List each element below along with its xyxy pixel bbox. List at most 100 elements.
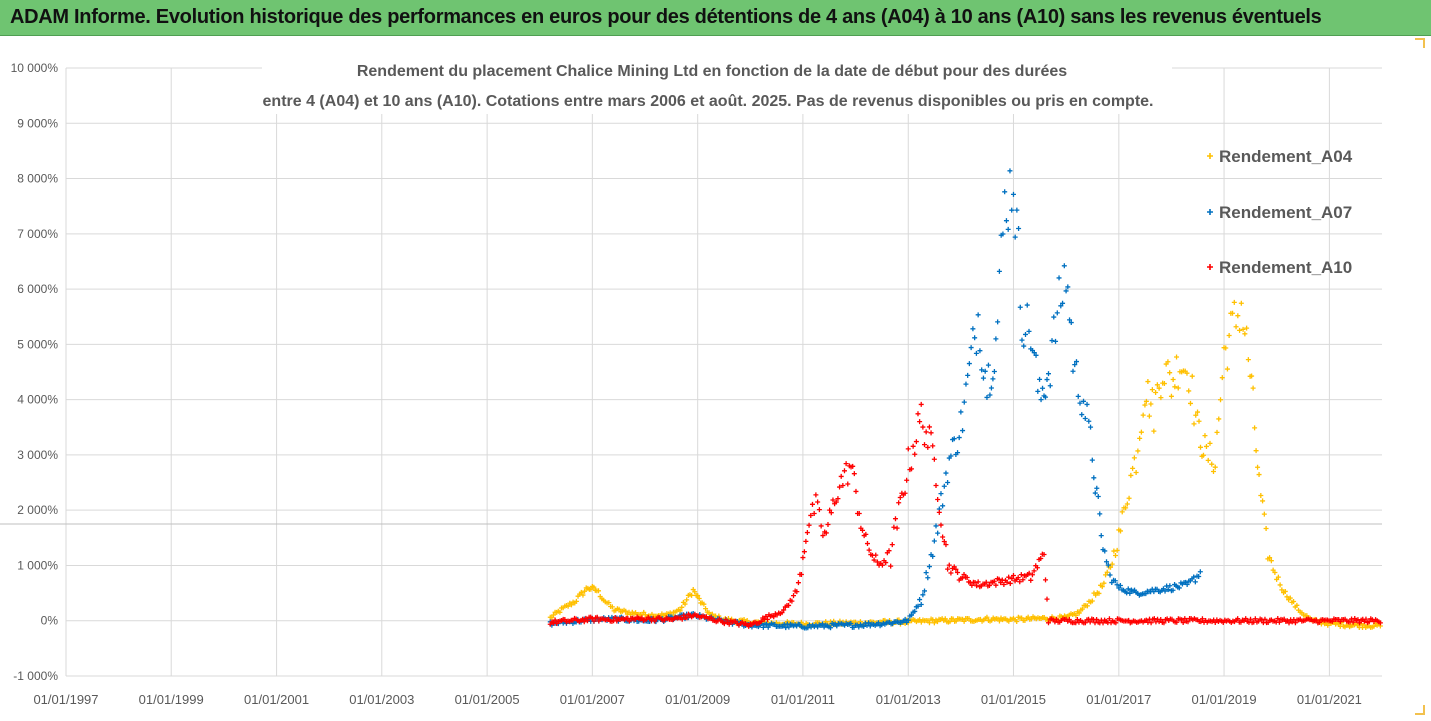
data-point bbox=[1026, 328, 1032, 334]
data-point bbox=[1076, 610, 1082, 616]
data-point bbox=[1106, 616, 1112, 622]
data-point bbox=[1216, 416, 1222, 422]
data-point bbox=[1006, 574, 1012, 580]
data-point bbox=[830, 497, 836, 503]
data-point bbox=[1212, 619, 1218, 625]
data-point bbox=[609, 604, 615, 610]
data-point bbox=[1187, 400, 1193, 406]
y-tick-label: 5 000% bbox=[17, 337, 58, 351]
data-point bbox=[1176, 585, 1182, 591]
data-point bbox=[1017, 579, 1023, 585]
data-point bbox=[623, 608, 629, 614]
data-point bbox=[1053, 338, 1059, 344]
data-point bbox=[806, 522, 812, 528]
data-point bbox=[1276, 619, 1282, 625]
data-point bbox=[926, 620, 932, 626]
data-point bbox=[1114, 547, 1120, 553]
data-point bbox=[1097, 511, 1103, 517]
data-point bbox=[915, 411, 921, 417]
y-axis-ticks: -1 000% 0% 1 000% 2 000% 3 000% 4 000% 5 000% 6… bbox=[11, 61, 59, 683]
data-point bbox=[1186, 388, 1192, 394]
data-point bbox=[1026, 570, 1032, 576]
data-point bbox=[925, 575, 931, 581]
data-point bbox=[804, 530, 810, 536]
data-point bbox=[1073, 612, 1079, 618]
data-point bbox=[1161, 620, 1167, 626]
data-point bbox=[1263, 526, 1269, 532]
data-point bbox=[786, 602, 792, 608]
data-point bbox=[883, 560, 889, 566]
data-point bbox=[917, 597, 923, 603]
data-point bbox=[1109, 561, 1115, 567]
data-point bbox=[1151, 616, 1157, 622]
chart-legend: Rendement_A04 Rendement_A07 Rendement_A10 bbox=[1207, 147, 1353, 277]
data-point bbox=[1287, 595, 1293, 601]
data-point bbox=[961, 399, 967, 405]
data-point bbox=[1086, 418, 1092, 424]
data-point bbox=[1084, 401, 1090, 407]
data-point bbox=[1116, 585, 1122, 591]
data-point bbox=[941, 538, 947, 544]
data-point bbox=[1191, 421, 1197, 427]
data-point bbox=[1195, 409, 1201, 415]
data-point bbox=[1010, 191, 1016, 197]
data-point bbox=[996, 268, 1002, 274]
data-point bbox=[1149, 387, 1155, 393]
data-point bbox=[1038, 555, 1044, 561]
data-point bbox=[1010, 573, 1016, 579]
data-point bbox=[920, 592, 926, 598]
data-point bbox=[850, 463, 856, 469]
data-point bbox=[813, 492, 819, 498]
data-point bbox=[894, 525, 900, 531]
data-point bbox=[1253, 448, 1259, 454]
data-point bbox=[679, 604, 685, 610]
data-point bbox=[1007, 580, 1013, 586]
legend-label-Rendement_A10: Rendement_A10 bbox=[1219, 258, 1352, 277]
data-point bbox=[891, 524, 897, 530]
data-point bbox=[984, 394, 990, 400]
data-point bbox=[1294, 602, 1300, 608]
corner-mark-top-right bbox=[1415, 38, 1425, 48]
data-point bbox=[874, 559, 880, 565]
data-point bbox=[1001, 581, 1007, 587]
data-point bbox=[1200, 452, 1206, 458]
data-point bbox=[975, 579, 981, 585]
data-point bbox=[588, 586, 594, 592]
chart-series bbox=[547, 168, 1383, 631]
data-point bbox=[1003, 218, 1009, 224]
y-tick-label: 2 000% bbox=[17, 503, 58, 517]
data-point bbox=[1091, 475, 1097, 481]
data-point bbox=[866, 547, 872, 553]
data-point bbox=[805, 625, 811, 631]
data-point bbox=[1292, 620, 1298, 626]
data-point bbox=[808, 512, 814, 518]
data-point bbox=[995, 319, 1001, 325]
data-point bbox=[701, 601, 707, 607]
data-point bbox=[764, 621, 770, 627]
data-point bbox=[1185, 619, 1191, 625]
data-point bbox=[696, 596, 702, 602]
data-point bbox=[1081, 398, 1087, 404]
data-point bbox=[1092, 490, 1098, 496]
data-point bbox=[819, 621, 825, 627]
data-point bbox=[1174, 619, 1180, 625]
data-point bbox=[1197, 569, 1203, 575]
data-point bbox=[1168, 393, 1174, 399]
x-tick-label: 01/01/2001 bbox=[244, 692, 309, 707]
data-point bbox=[1060, 300, 1066, 306]
data-point bbox=[1041, 552, 1047, 558]
data-point bbox=[1096, 590, 1102, 596]
data-point bbox=[982, 368, 988, 374]
data-point bbox=[873, 552, 879, 558]
data-point bbox=[591, 584, 597, 590]
data-point bbox=[1034, 565, 1040, 571]
data-point bbox=[1179, 617, 1185, 623]
data-point bbox=[837, 484, 843, 490]
x-tick-label: 01/01/2011 bbox=[771, 692, 835, 707]
data-point bbox=[942, 616, 948, 622]
data-point bbox=[552, 617, 558, 623]
data-point bbox=[1004, 579, 1010, 585]
data-point bbox=[1350, 619, 1356, 625]
data-point bbox=[1210, 469, 1216, 475]
data-point bbox=[1158, 617, 1164, 622]
